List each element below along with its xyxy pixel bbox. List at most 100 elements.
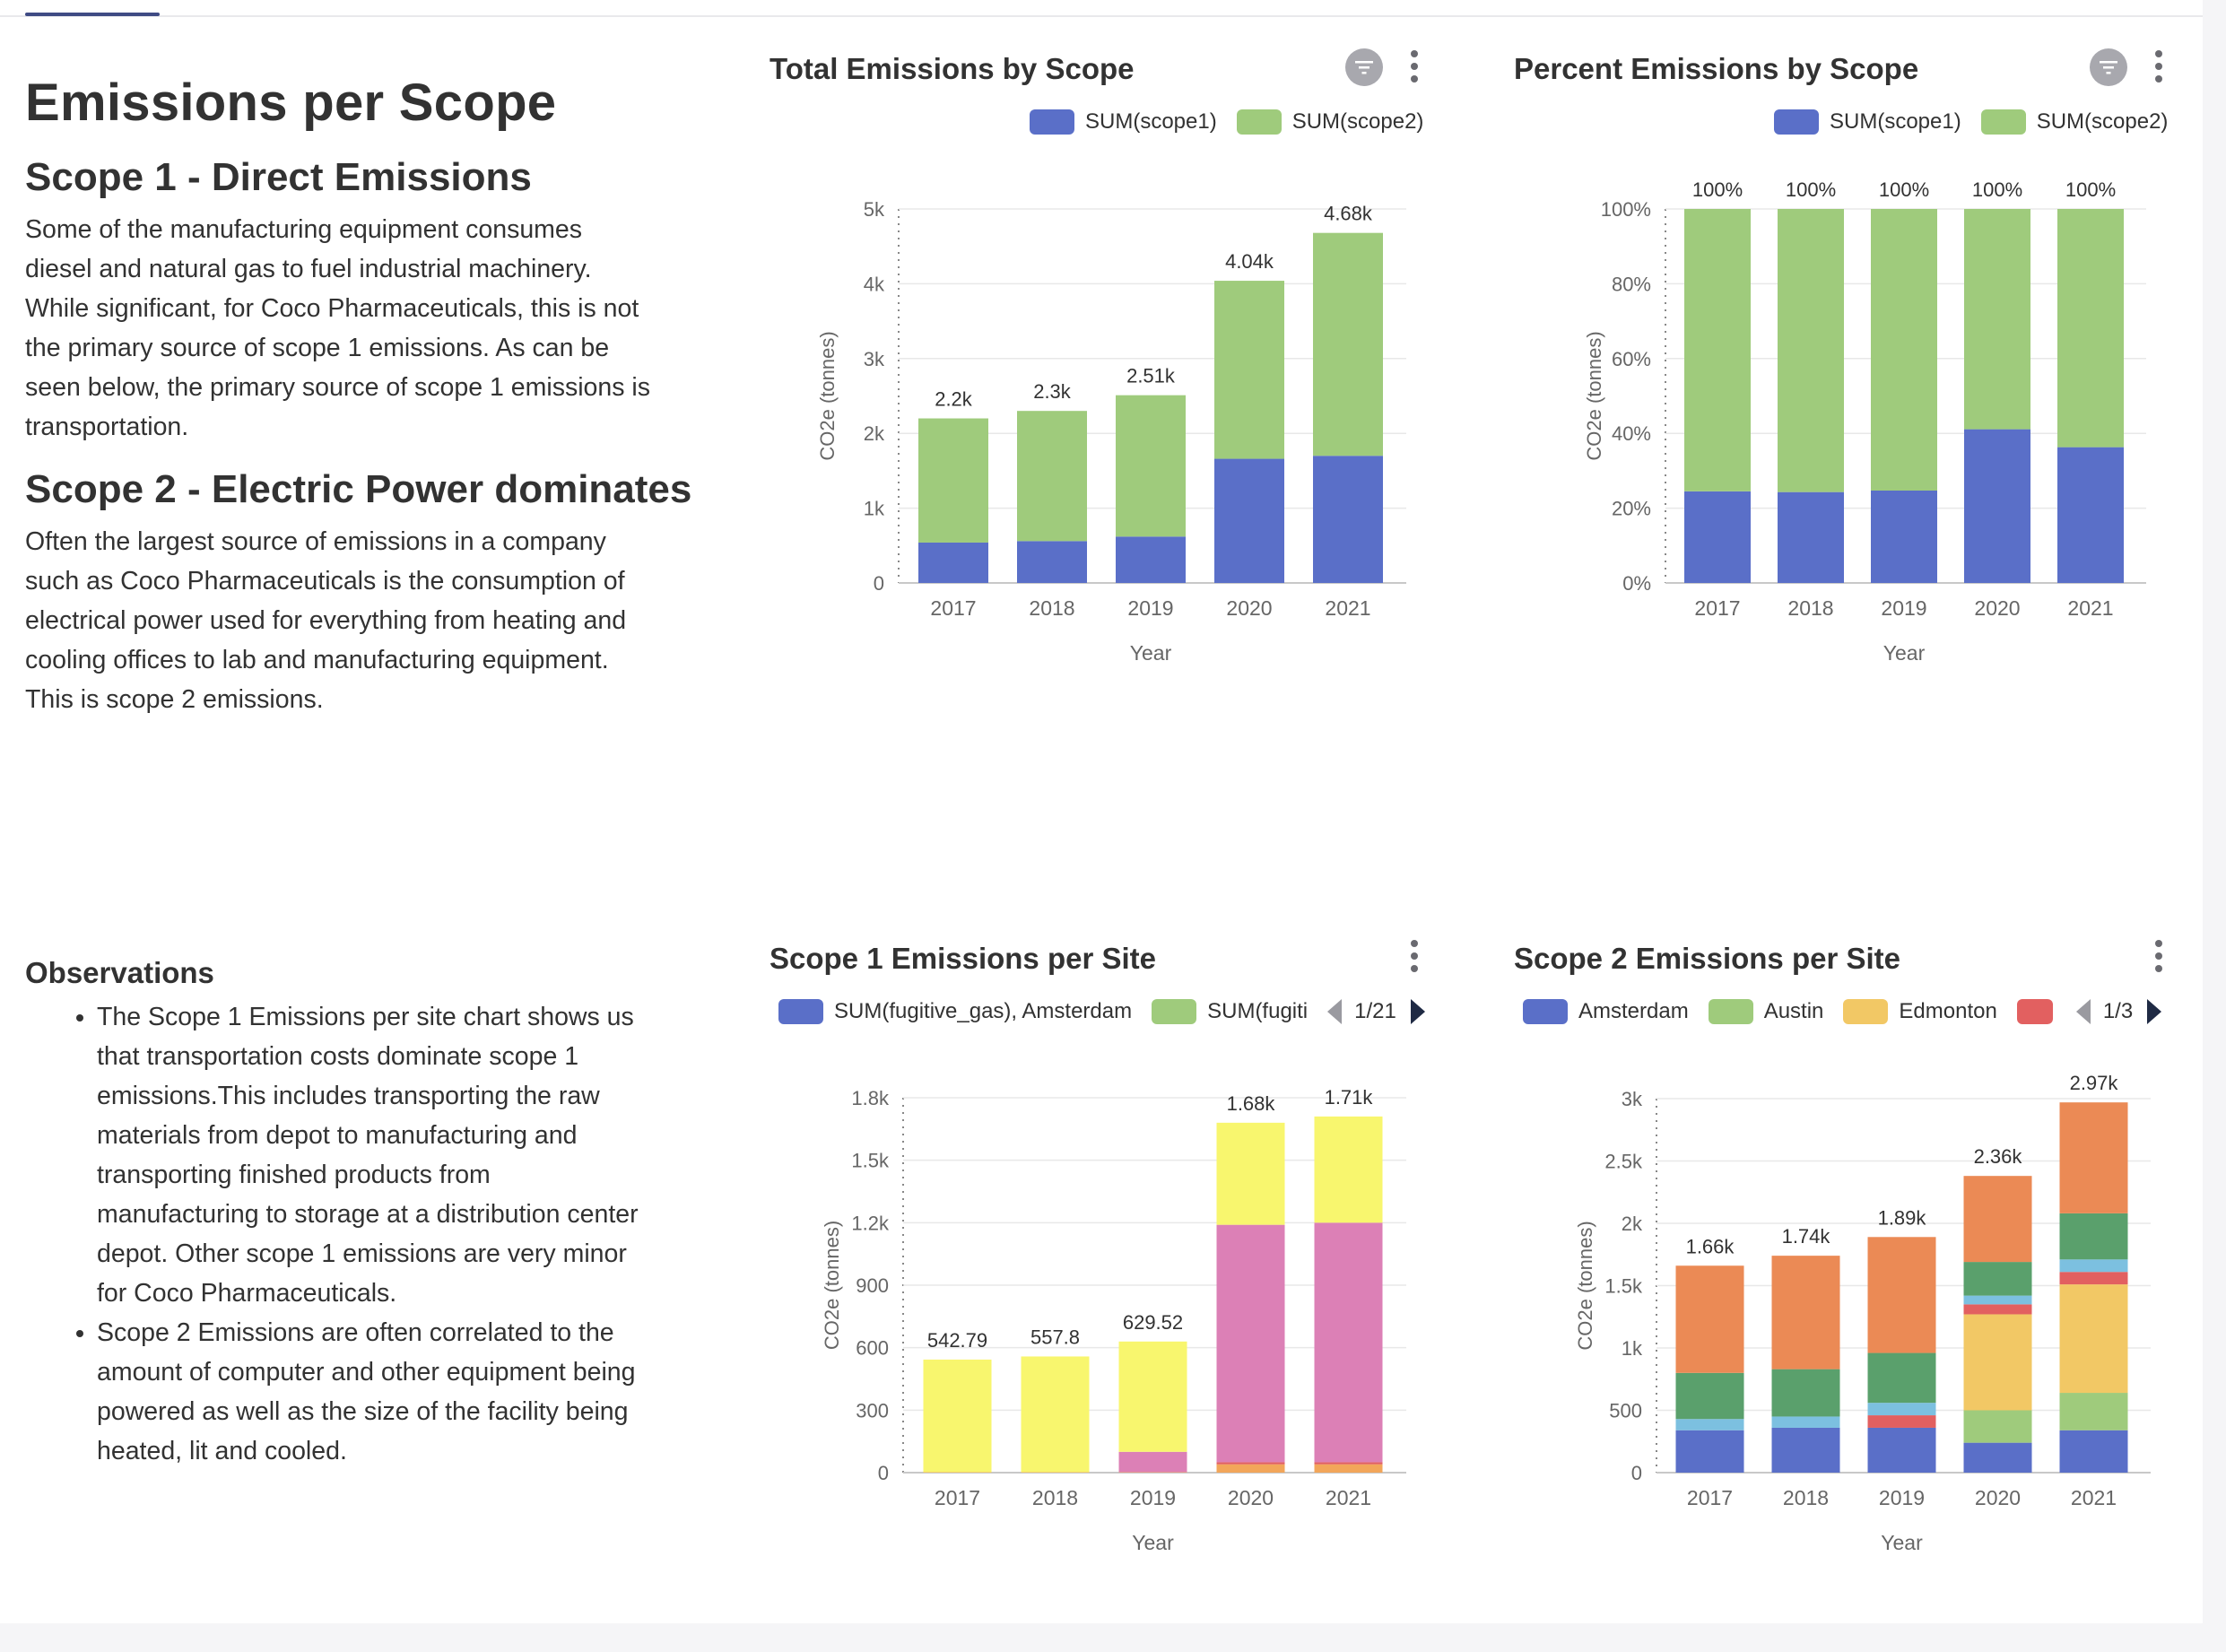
legend-item[interactable]: SUM(scope1): [1030, 109, 1217, 135]
legend-item[interactable]: SUM(scope2): [1236, 109, 1423, 135]
legend-item[interactable]: SUM(scope2): [1980, 109, 2168, 135]
tab-bar-border: [0, 15, 2203, 17]
legend-label: SUM(fugiti: [1207, 999, 1309, 1023]
bar-segment[interactable]: [2059, 1393, 2128, 1430]
legend-next-icon[interactable]: [2147, 999, 2162, 1024]
bar-segment[interactable]: [2057, 209, 2124, 448]
bar-segment[interactable]: [1684, 491, 1751, 583]
bar-segment[interactable]: [1216, 1122, 1285, 1225]
bar-segment[interactable]: [1871, 491, 1937, 583]
bar-segment[interactable]: [1771, 1427, 1840, 1473]
bar-segment[interactable]: [2059, 1272, 2128, 1285]
more-options-icon[interactable]: [2152, 50, 2165, 90]
filter-icon[interactable]: [1345, 48, 1383, 86]
bar-segment[interactable]: [1867, 1427, 1936, 1473]
y-axis-title: CO2e (tonnes): [816, 331, 839, 460]
active-tab-indicator[interactable]: [25, 13, 160, 16]
y-axis-title: CO2e (tonnes): [1574, 1221, 1596, 1350]
bar-segment[interactable]: [1867, 1352, 1936, 1404]
bar-segment[interactable]: [1871, 209, 1937, 491]
bar-segment[interactable]: [1214, 281, 1284, 459]
bar-segment[interactable]: [1216, 1464, 1285, 1473]
x-tick-label: 2017: [935, 1486, 980, 1509]
text-line: depot. Other scope 1 emissions are very …: [97, 1239, 627, 1268]
y-tick-label: 5k: [864, 198, 885, 221]
legend-item[interactable]: Austin: [1708, 999, 1823, 1024]
bar-segment[interactable]: [1963, 1314, 2032, 1411]
bar-segment[interactable]: [918, 418, 988, 543]
y-tick-label: 100%: [1601, 198, 1651, 221]
bar-segment[interactable]: [1771, 1256, 1840, 1369]
bar-segment[interactable]: [1116, 536, 1186, 583]
bar-segment[interactable]: [1964, 209, 2030, 430]
bar-segment[interactable]: [1771, 1416, 1840, 1428]
bar-segment[interactable]: [1313, 456, 1383, 583]
bar-segment[interactable]: [1017, 541, 1087, 583]
bar-segment[interactable]: [1021, 1356, 1090, 1473]
chart-legend: SUM(scope1) SUM(scope2): [1774, 109, 2187, 135]
bar-segment[interactable]: [1314, 1462, 1383, 1465]
bar-segment[interactable]: [1963, 1262, 2032, 1296]
bar-segment[interactable]: [1771, 1369, 1840, 1417]
bar-segment[interactable]: [1314, 1464, 1383, 1473]
bar-segment[interactable]: [2059, 1213, 2128, 1260]
legend-item[interactable]: SUM(scope1): [1774, 109, 1961, 135]
bar-segment[interactable]: [1314, 1116, 1383, 1223]
bar-segment[interactable]: [1216, 1224, 1285, 1463]
x-tick-label: 2021: [1325, 596, 1370, 620]
bar-segment[interactable]: [1964, 429, 2030, 583]
bar-segment[interactable]: [1778, 491, 1844, 583]
bar-segment[interactable]: [923, 1359, 992, 1473]
legend-next-icon[interactable]: [1410, 999, 1425, 1024]
bar-segment[interactable]: [1017, 411, 1087, 542]
bar-segment[interactable]: [2057, 447, 2124, 583]
legend-prev-icon[interactable]: [1327, 999, 1343, 1024]
bar-segment[interactable]: [1313, 232, 1383, 456]
filter-icon[interactable]: [2090, 48, 2127, 86]
bar-segment[interactable]: [1963, 1176, 2032, 1263]
bar-segment[interactable]: [1214, 458, 1284, 583]
bar-segment[interactable]: [1675, 1430, 1744, 1473]
bar-segment[interactable]: [1216, 1462, 1285, 1465]
bar-segment[interactable]: [1963, 1442, 2032, 1473]
bar-segment[interactable]: [1314, 1222, 1383, 1463]
bar-segment[interactable]: [1118, 1341, 1187, 1452]
text-line: diesel and natural gas to fuel industria…: [25, 255, 592, 283]
data-label: 100%: [1786, 178, 1836, 201]
bar-segment[interactable]: [1963, 1304, 2032, 1315]
bar-segment[interactable]: [1116, 395, 1186, 537]
legend-item[interactable]: [2016, 999, 2064, 1024]
bar-segment[interactable]: [1675, 1265, 1744, 1373]
legend-item[interactable]: Amsterdam: [1523, 999, 1689, 1024]
bar-segment[interactable]: [2059, 1102, 2128, 1213]
bar-segment[interactable]: [1867, 1403, 1936, 1416]
bar-segment[interactable]: [1867, 1415, 1936, 1428]
more-options-icon[interactable]: [1408, 940, 1421, 979]
data-label: 2.2k: [935, 388, 973, 411]
y-tick-label: 40%: [1612, 422, 1651, 445]
bar-segment[interactable]: [1118, 1451, 1187, 1473]
bar-segment[interactable]: [1963, 1295, 2032, 1305]
bar-segment[interactable]: [1675, 1419, 1744, 1430]
legend-prev-icon[interactable]: [2075, 999, 2091, 1024]
bar-segment[interactable]: [1675, 1372, 1744, 1420]
legend-item[interactable]: Edmonton: [1843, 999, 1997, 1024]
legend-item[interactable]: SUM(fugitive_gas), Amsterdam: [778, 999, 1132, 1024]
text-line: materials from depot to manufacturing an…: [97, 1121, 578, 1150]
y-axis-title: CO2e (tonnes): [1583, 331, 1605, 460]
more-options-icon[interactable]: [2152, 940, 2165, 979]
x-tick-label: 2021: [2071, 1486, 2117, 1509]
bar-segment[interactable]: [1778, 209, 1844, 492]
bar-segment[interactable]: [2059, 1259, 2128, 1273]
bar-segment[interactable]: [1684, 209, 1751, 491]
bar-segment[interactable]: [1963, 1410, 2032, 1443]
data-label: 557.8: [1030, 1326, 1080, 1348]
more-options-icon[interactable]: [1408, 50, 1421, 90]
bar-segment[interactable]: [2059, 1284, 2128, 1394]
bar-segment[interactable]: [918, 542, 988, 583]
legend-item[interactable]: SUM(fugiti: [1152, 999, 1308, 1024]
bar-segment[interactable]: [2059, 1430, 2128, 1473]
chart-title: Scope 1 Emissions per Site: [770, 942, 1156, 975]
bar-segment[interactable]: [1867, 1237, 1936, 1353]
text-line: Often the largest source of emissions in…: [25, 527, 606, 556]
